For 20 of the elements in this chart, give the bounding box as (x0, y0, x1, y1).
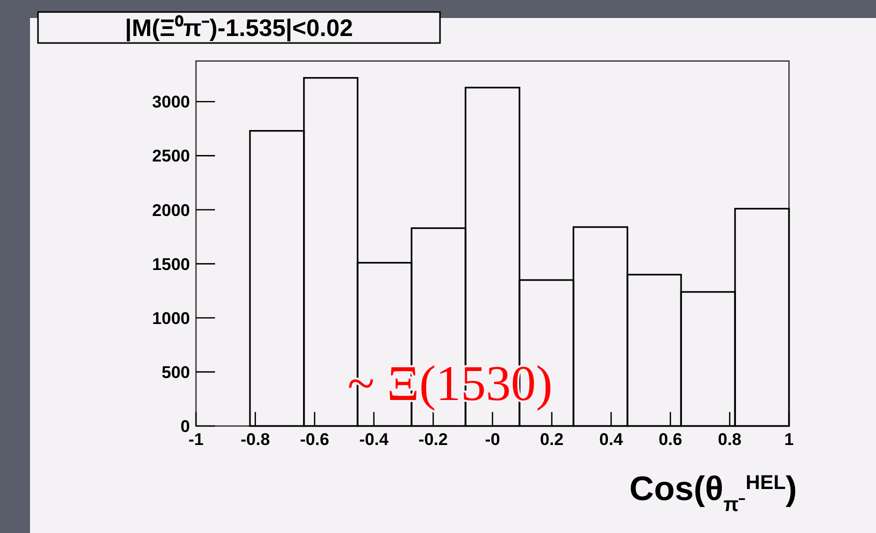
x-tick-label: -0 (484, 430, 500, 449)
x-tick-label: 0.4 (599, 430, 624, 449)
x-tick-label: -1 (188, 430, 204, 449)
x-tick-label: -0.6 (300, 430, 330, 449)
x-tick-label: 0.2 (540, 430, 564, 449)
x-tick-label: -0.4 (359, 430, 390, 449)
y-tick-label: 2500 (152, 146, 190, 166)
chart-title: |M(Ξ⁰π⁻)-1.535|<0.02 (124, 15, 354, 42)
x-tick-label: 0.8 (718, 430, 742, 449)
x-axis-title: Cos(θ$_{π⁻}$$^{HEL}$) (629, 470, 797, 516)
x-tick-label: 0.6 (658, 430, 682, 449)
y-tick-label: 3000 (152, 92, 190, 112)
y-tick-label: 1500 (152, 254, 190, 274)
y-tick-label: 0 (180, 417, 190, 436)
y-tick-label: 1000 (152, 308, 190, 328)
y-tick-label: 2000 (152, 200, 190, 220)
x-tick-label: -0.2 (418, 430, 448, 449)
x-tick-label: -0.8 (240, 430, 270, 449)
y-tick-label: 500 (162, 362, 190, 382)
x-tick-label: 1 (784, 430, 794, 449)
